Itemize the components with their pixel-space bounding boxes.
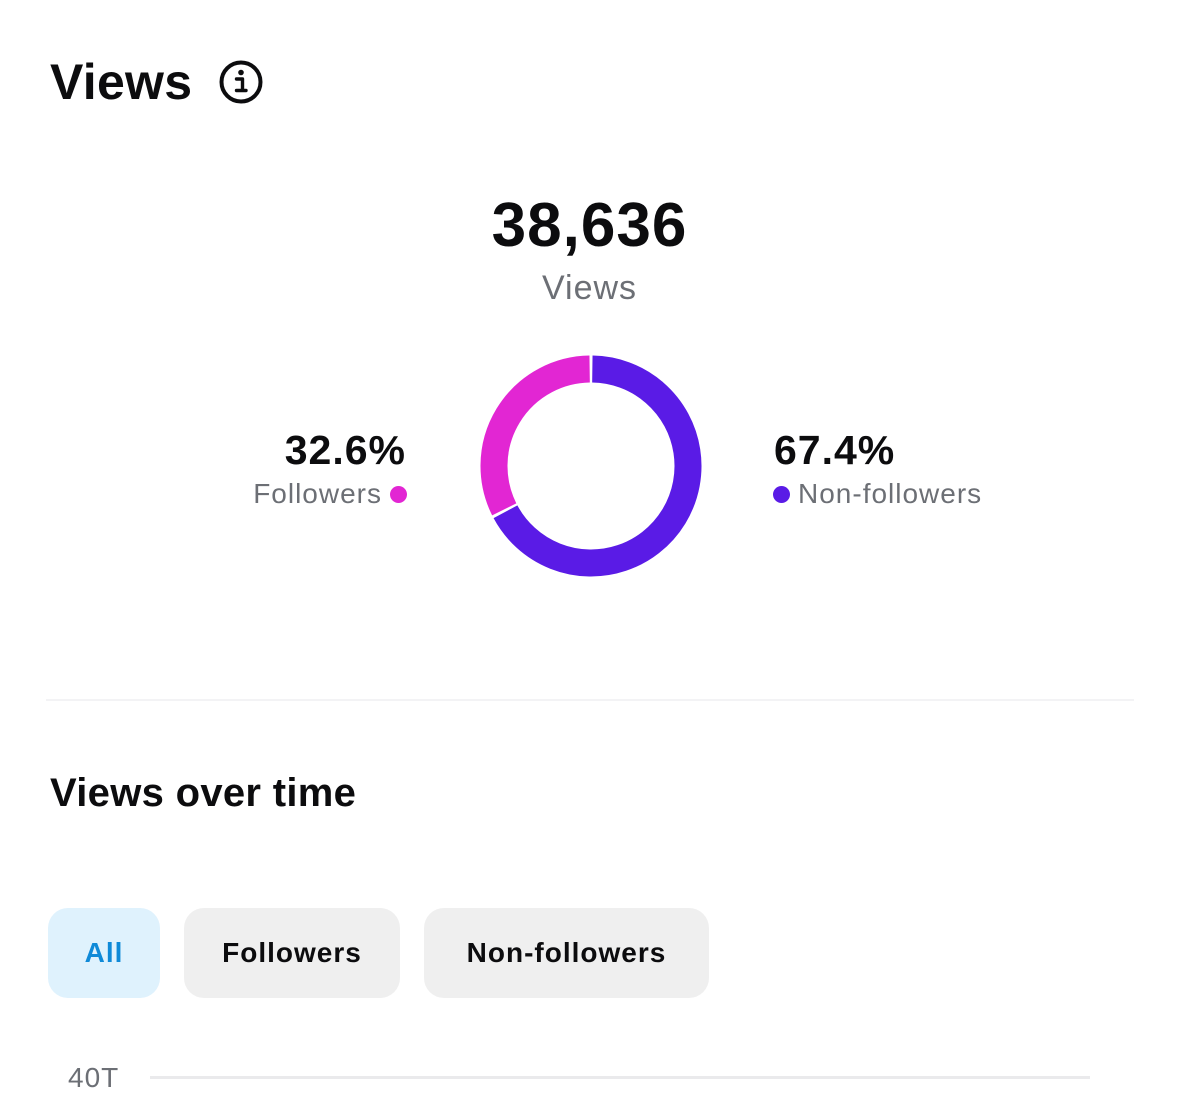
non-followers-legend-label: Non-followers	[798, 478, 983, 509]
non-followers-legend: Non-followers	[773, 476, 982, 512]
chart-gridline	[150, 1076, 1090, 1079]
views-header: Views	[50, 50, 264, 114]
followers-percent: 32.6%	[284, 427, 406, 473]
filter-chip-non-followers[interactable]: Non-followers	[424, 908, 709, 998]
filter-chip-followers[interactable]: Followers	[184, 908, 400, 998]
views-over-time-title: Views over time	[50, 771, 357, 815]
followers-legend: Followers	[253, 476, 407, 512]
donut-slice-followers	[480, 355, 591, 516]
info-icon[interactable]	[218, 59, 264, 105]
filter-chip-all[interactable]: All	[48, 908, 160, 998]
y-axis-tick-label: 40T	[68, 1062, 120, 1093]
page-title: Views	[50, 54, 193, 110]
section-divider	[46, 699, 1134, 701]
non-followers-percent: 67.4%	[774, 427, 896, 473]
non-followers-legend-dot	[773, 485, 790, 503]
donut-slice-non-followers	[493, 355, 702, 577]
total-views-label: Views	[541, 269, 638, 307]
total-views-value: 38,636	[491, 191, 688, 260]
audience-filter-chips: All Followers Non-followers	[48, 908, 733, 998]
followers-legend-dot	[390, 485, 407, 503]
followers-legend-label: Followers	[253, 478, 382, 509]
views-donut-chart	[480, 355, 702, 577]
